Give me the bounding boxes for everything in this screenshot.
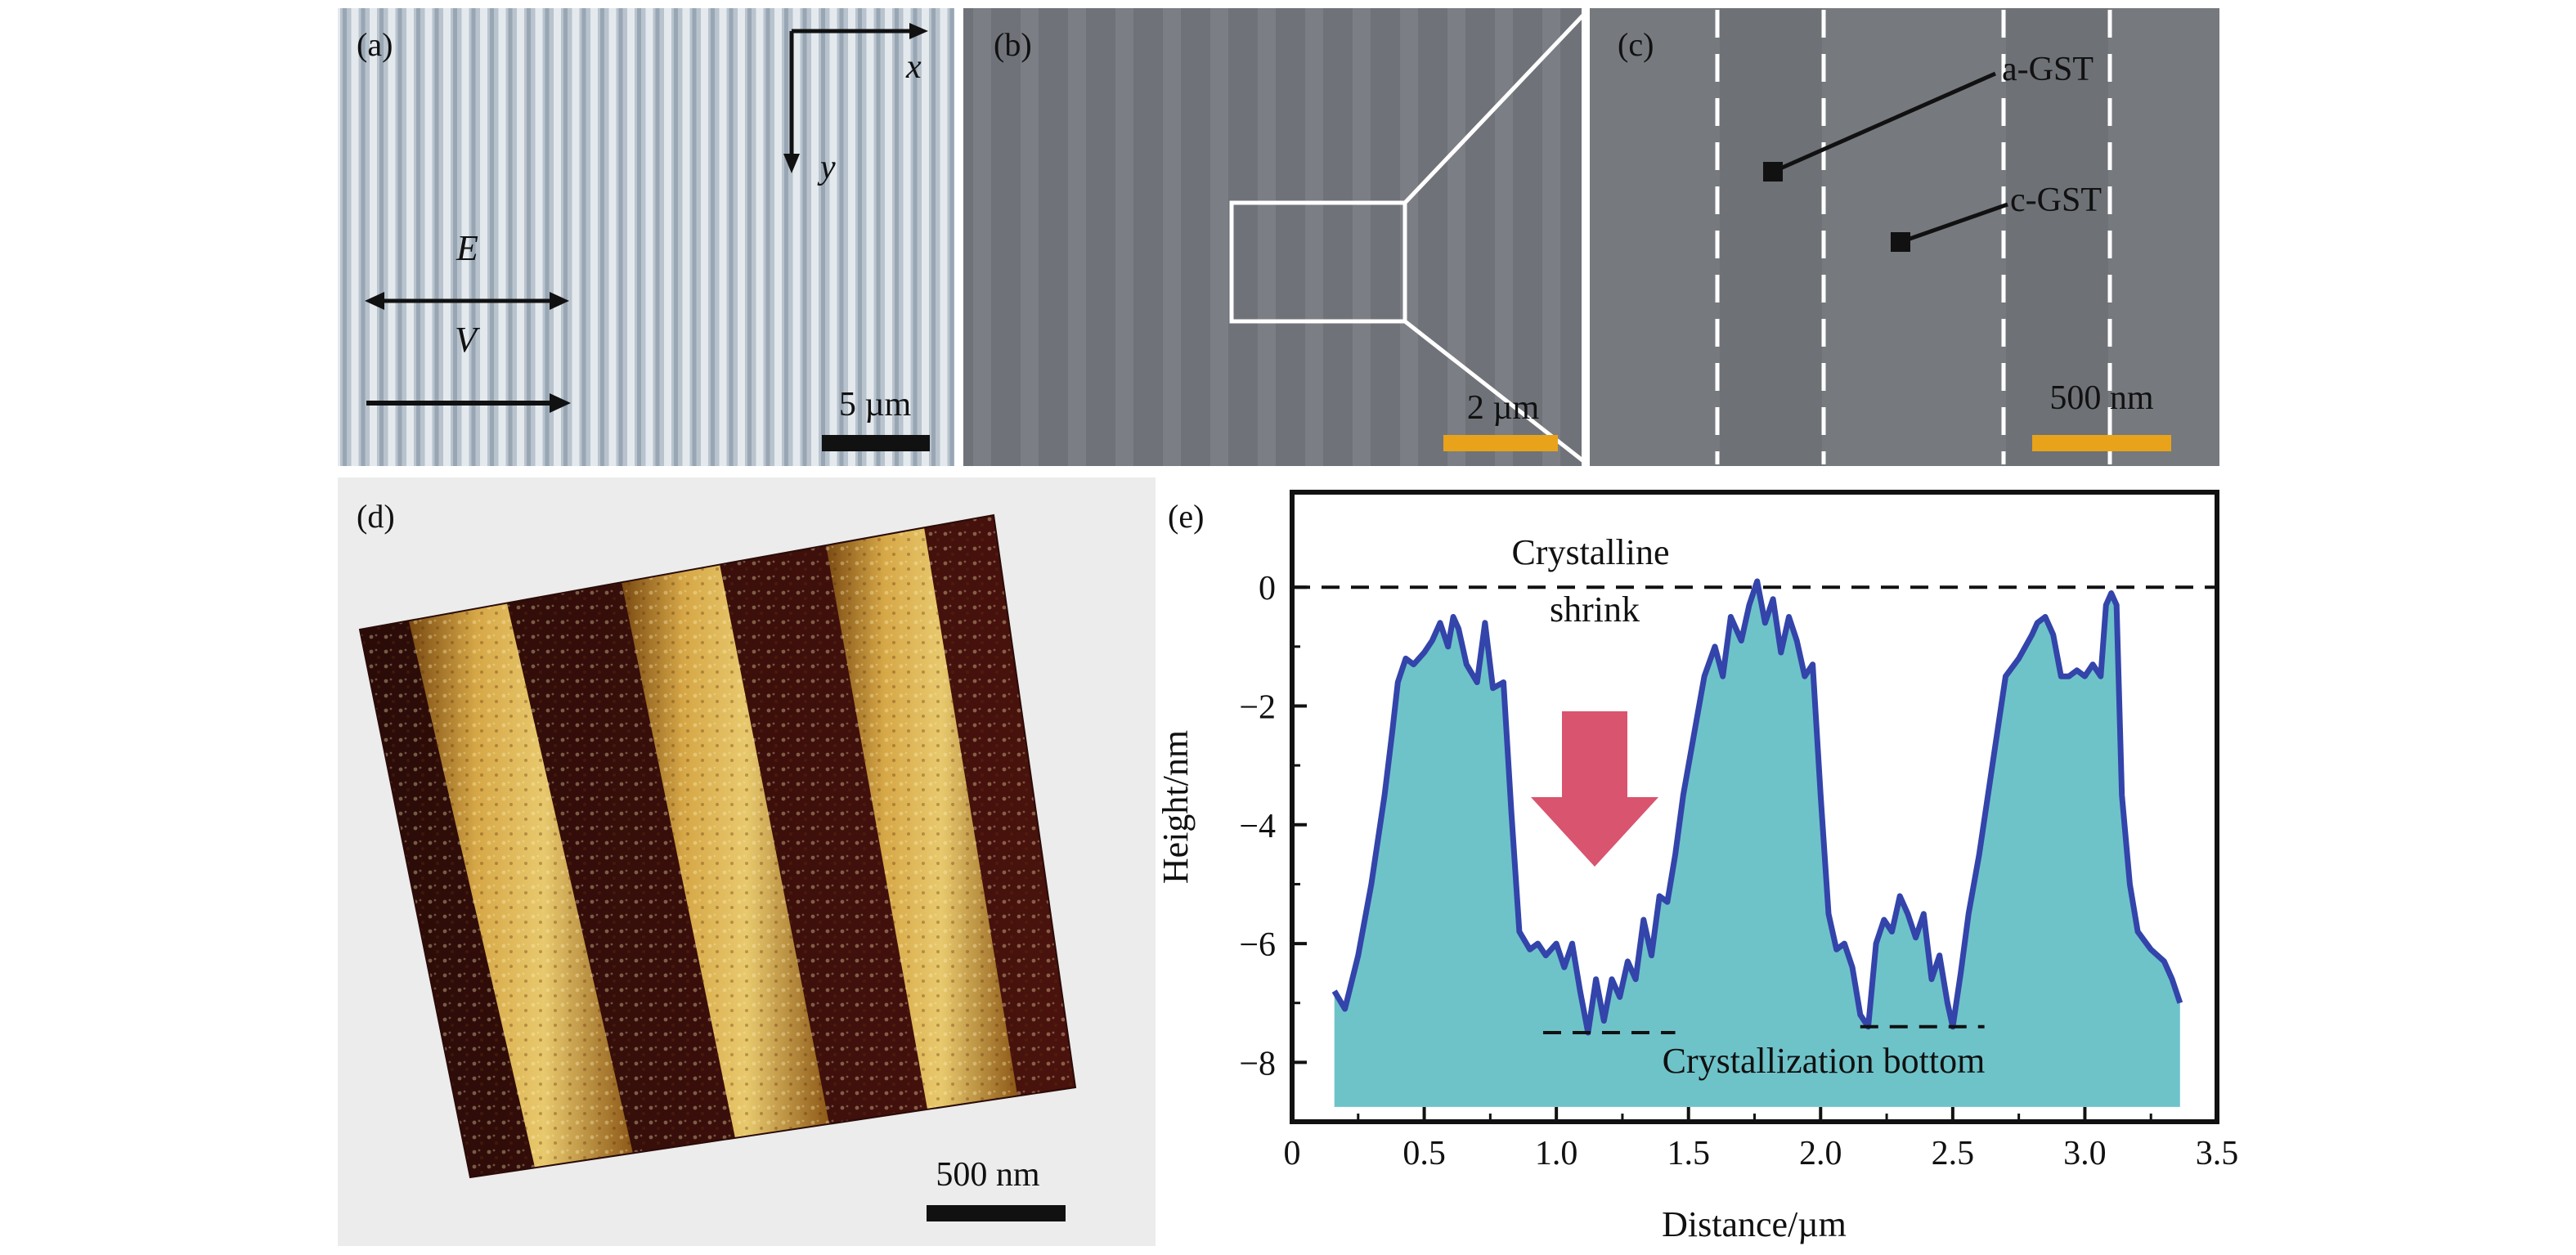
zoom-box (1229, 200, 1407, 324)
profile-line (1331, 578, 2183, 1036)
y-tick-label: −6 (1239, 926, 1276, 964)
x-tick-label: 1.0 (1535, 1135, 1578, 1172)
crystalline-band-2 (2006, 8, 2108, 466)
a-gst-marker (1763, 162, 1783, 182)
c-gst-pointer (1900, 202, 2008, 244)
scale-bar-d (927, 1205, 1066, 1221)
annotation-crystallization-bottom: Crystallization bottom (1663, 1041, 1986, 1081)
c-gst-label: c-GST (2010, 182, 2102, 219)
velocity-arrowhead-icon (550, 393, 571, 413)
panel-c-label: (c) (1618, 26, 1654, 63)
chart-ticks: 0 0.5 1.0 1.5 2.0 2.5 3.0 3.5 0 −2 −4 −6 −8 (1239, 570, 2238, 1172)
zoom-line-bottom (1403, 320, 1591, 468)
panel-d-label: (d) (357, 498, 395, 535)
shrink-arrow-icon (1531, 711, 1658, 867)
panel-b: (b) 2 µm (963, 7, 1591, 468)
x-tick-label: 1.5 (1667, 1135, 1710, 1172)
y-tick-label: −2 (1239, 689, 1276, 727)
chart-plot (1292, 578, 2217, 1107)
optical-micrograph (338, 8, 954, 466)
crystalline-band-1 (1720, 8, 1822, 466)
panel-b-label: (b) (994, 26, 1032, 63)
y-tick-label: −4 (1239, 808, 1276, 845)
zoom-line-top (1403, 7, 1591, 204)
a-gst-pointer (1771, 71, 1997, 174)
panel-a: (a) x y E V 5 µm (338, 8, 954, 466)
panel-e-label: (e) (1168, 498, 1204, 535)
scale-label-a: 5 µm (839, 386, 912, 424)
annotation-crystalline-line1: Crystalline (1511, 532, 1669, 572)
x-tick-label: 0.5 (1402, 1135, 1446, 1172)
x-tick-label: 2.5 (1932, 1135, 1975, 1172)
x-tick-label: 0 (1284, 1135, 1301, 1172)
panel-c: (c) a-GST c-GST 500 nm (1590, 8, 2219, 466)
x-tick-label: 3.0 (2063, 1135, 2107, 1172)
scale-label-d: 500 nm (936, 1156, 1040, 1194)
c-gst-marker (1891, 232, 1910, 252)
velocity-label: V (455, 320, 481, 360)
x-arrowhead-icon (909, 23, 928, 39)
scale-bar-a (822, 435, 930, 451)
panel-a-label: (a) (357, 26, 393, 63)
y-arrowhead-icon (783, 154, 800, 173)
y-tick-label: −8 (1239, 1045, 1276, 1082)
sem-image (963, 8, 1582, 466)
field-arrowhead-left-icon (365, 292, 384, 310)
axis-y-label: y (817, 149, 836, 186)
scale-bar-c (2032, 435, 2171, 451)
afm-surface (360, 515, 1075, 1177)
x-tick-label: 2.0 (1799, 1135, 1842, 1172)
y-tick-label: 0 (1259, 570, 1276, 607)
field-arrowhead-right-icon (550, 292, 569, 310)
x-axis-label: Distance/µm (1662, 1204, 1847, 1244)
field-label: E (456, 228, 478, 268)
x-tick-label: 3.5 (2196, 1135, 2239, 1172)
profile-area (1334, 581, 2180, 1107)
panel-e: (e) 0 0.5 1.0 1.5 2.0 2.5 3.0 3.5 0 −2 −4 −6 −8 Heig… (1156, 490, 2238, 1244)
y-axis-label: Height/nm (1156, 730, 1196, 884)
axis-arrows (789, 29, 920, 164)
scale-bar-b (1443, 435, 1558, 451)
boundary-lines (1715, 10, 2112, 464)
axis-x-label: x (905, 48, 922, 86)
afm-surface-edge (358, 513, 1077, 1179)
scale-label-b: 2 µm (1467, 389, 1540, 427)
scale-label-c: 500 nm (2049, 379, 2154, 417)
panel-d: (d) 500 nm (338, 477, 1156, 1246)
annotation-crystalline-line2: shrink (1550, 589, 1640, 630)
a-gst-label: a-GST (2002, 51, 2094, 88)
